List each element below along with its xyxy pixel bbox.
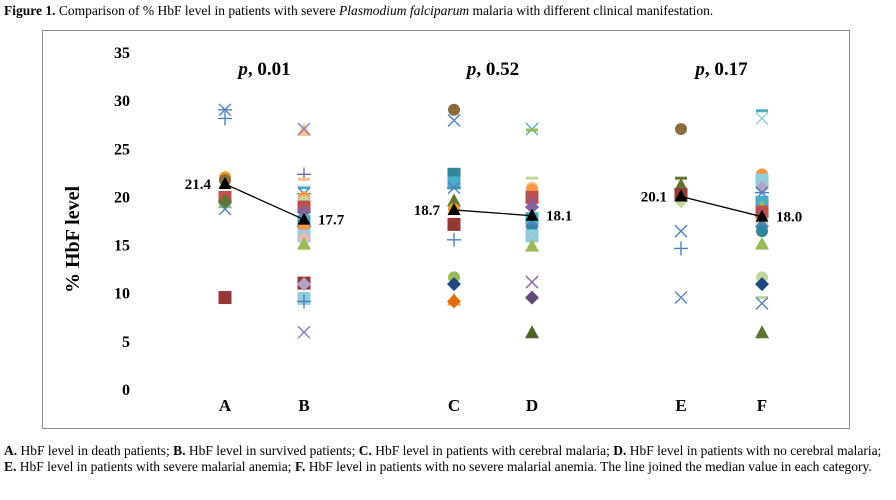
figure-title-species: Plasmodium falciparum — [338, 3, 470, 18]
p-value-label: p, 0.01 — [236, 59, 290, 80]
data-point-triangle — [755, 325, 769, 339]
caption-text-f: HbF level in patients with no severe mal… — [305, 459, 872, 474]
figure-title-text: Comparison of % HbF level in patients wi… — [55, 3, 339, 18]
data-point-circle — [675, 123, 687, 136]
data-point-x — [674, 224, 688, 238]
data-point-dash — [526, 176, 538, 180]
data-point-diamond — [297, 277, 311, 292]
x-category-label: F — [757, 396, 767, 415]
data-point-diamond — [525, 200, 539, 215]
data-point-star — [447, 181, 461, 195]
data-point-dash — [756, 296, 768, 300]
caption-key-e: E. — [4, 459, 17, 474]
median-marker — [525, 208, 539, 221]
caption-text-c: HbF level in patients with cerebral mala… — [371, 443, 614, 458]
data-point-diamond — [447, 294, 461, 309]
data-point-diamond — [447, 277, 461, 292]
y-tick-label: 35 — [114, 45, 130, 62]
median-line — [453, 209, 533, 217]
caption-key-a: A. — [4, 443, 18, 458]
median-marker — [218, 176, 232, 189]
data-point-square — [525, 190, 539, 204]
data-point-x — [297, 325, 311, 339]
median-marker — [447, 202, 461, 215]
median-line — [224, 183, 305, 221]
y-tick-label: 30 — [114, 93, 130, 110]
data-point-diamond — [525, 290, 539, 305]
data-point-plus — [447, 232, 461, 247]
chart-svg: 0 5 10 15 20 25 30 35 % HbF level A B C D E Fp, 0.01 p,… — [62, 45, 802, 415]
figure-label: Figure 1. — [4, 3, 56, 18]
median-label: 20.1 — [641, 189, 667, 205]
caption-text-b: HbF level in survived patients; — [185, 443, 359, 458]
x-category-label: E — [675, 396, 686, 415]
caption-key-c: C. — [358, 443, 372, 458]
data-point-circle — [756, 225, 768, 238]
caption-key-b: B. — [173, 443, 186, 458]
caption-text-a: HbF level in death patients; — [17, 443, 174, 458]
median-label: 21.4 — [185, 177, 212, 193]
data-point-square — [447, 217, 461, 231]
data-point-square — [525, 229, 539, 243]
data-point-diamond — [755, 277, 769, 292]
figure-caption: A. HbF level in death patients; B. HbF l… — [4, 443, 893, 475]
data-point-square — [755, 173, 769, 187]
data-point-diamond — [755, 180, 769, 195]
data-point-triangle — [447, 193, 461, 207]
y-tick-label: 5 — [122, 334, 130, 351]
median-marker — [297, 212, 311, 225]
median-label: 18.7 — [414, 203, 441, 219]
median-line — [680, 195, 763, 218]
data-point-dash — [756, 109, 768, 113]
y-tick-label: 10 — [114, 286, 130, 303]
median-label: 18.0 — [776, 210, 802, 226]
data-point-plus — [218, 111, 232, 126]
x-category-label: C — [448, 396, 460, 415]
caption-key-d: D. — [613, 443, 627, 458]
x-category-label: A — [219, 396, 232, 415]
data-point-square — [218, 291, 232, 305]
figure-title: Figure 1. Comparison of % HbF level in p… — [4, 3, 713, 19]
p-value-label: p, 0.52 — [465, 59, 519, 80]
data-point-star — [218, 103, 232, 117]
y-axis-label: % HbF level — [62, 186, 84, 293]
x-category-label: B — [298, 396, 309, 415]
data-point-square — [447, 176, 461, 190]
data-point-dash — [298, 186, 310, 190]
x-category-label: D — [526, 396, 538, 415]
data-point-x — [755, 296, 769, 310]
caption-key-f: F. — [294, 459, 306, 474]
data-point-dash — [526, 128, 538, 132]
data-point-plus — [674, 241, 688, 256]
data-point-x — [674, 291, 688, 305]
median-marker — [755, 209, 769, 222]
y-tick-label: 25 — [114, 141, 130, 158]
data-point-dash — [298, 177, 310, 181]
data-point-x — [447, 113, 461, 127]
data-point-triangle — [755, 236, 769, 250]
caption-text-e: HbF level in patients with severe malari… — [16, 459, 295, 474]
p-value-label: p, 0.17 — [693, 59, 748, 80]
median-marker — [674, 189, 688, 202]
median-label: 18.1 — [546, 209, 572, 225]
caption-text-d: HbF level in patients with no cerebral m… — [626, 443, 882, 458]
median-label: 17.7 — [318, 213, 345, 229]
figure-title-suffix: malaria with different clinical manifest… — [469, 3, 714, 18]
data-point-triangle — [525, 325, 539, 339]
data-point-triangle — [674, 177, 688, 191]
data-point-x — [755, 111, 769, 125]
y-tick-label: 0 — [122, 382, 130, 399]
data-point-circle — [448, 103, 460, 116]
data-point-x — [218, 202, 232, 216]
data-point-x — [525, 275, 539, 289]
y-tick-label: 20 — [114, 189, 130, 206]
data-point-x — [297, 122, 311, 136]
y-tick-label: 15 — [114, 238, 130, 255]
data-point-triangle — [525, 238, 539, 252]
data-point-plus — [297, 294, 311, 309]
data-point-triangle — [297, 236, 311, 250]
